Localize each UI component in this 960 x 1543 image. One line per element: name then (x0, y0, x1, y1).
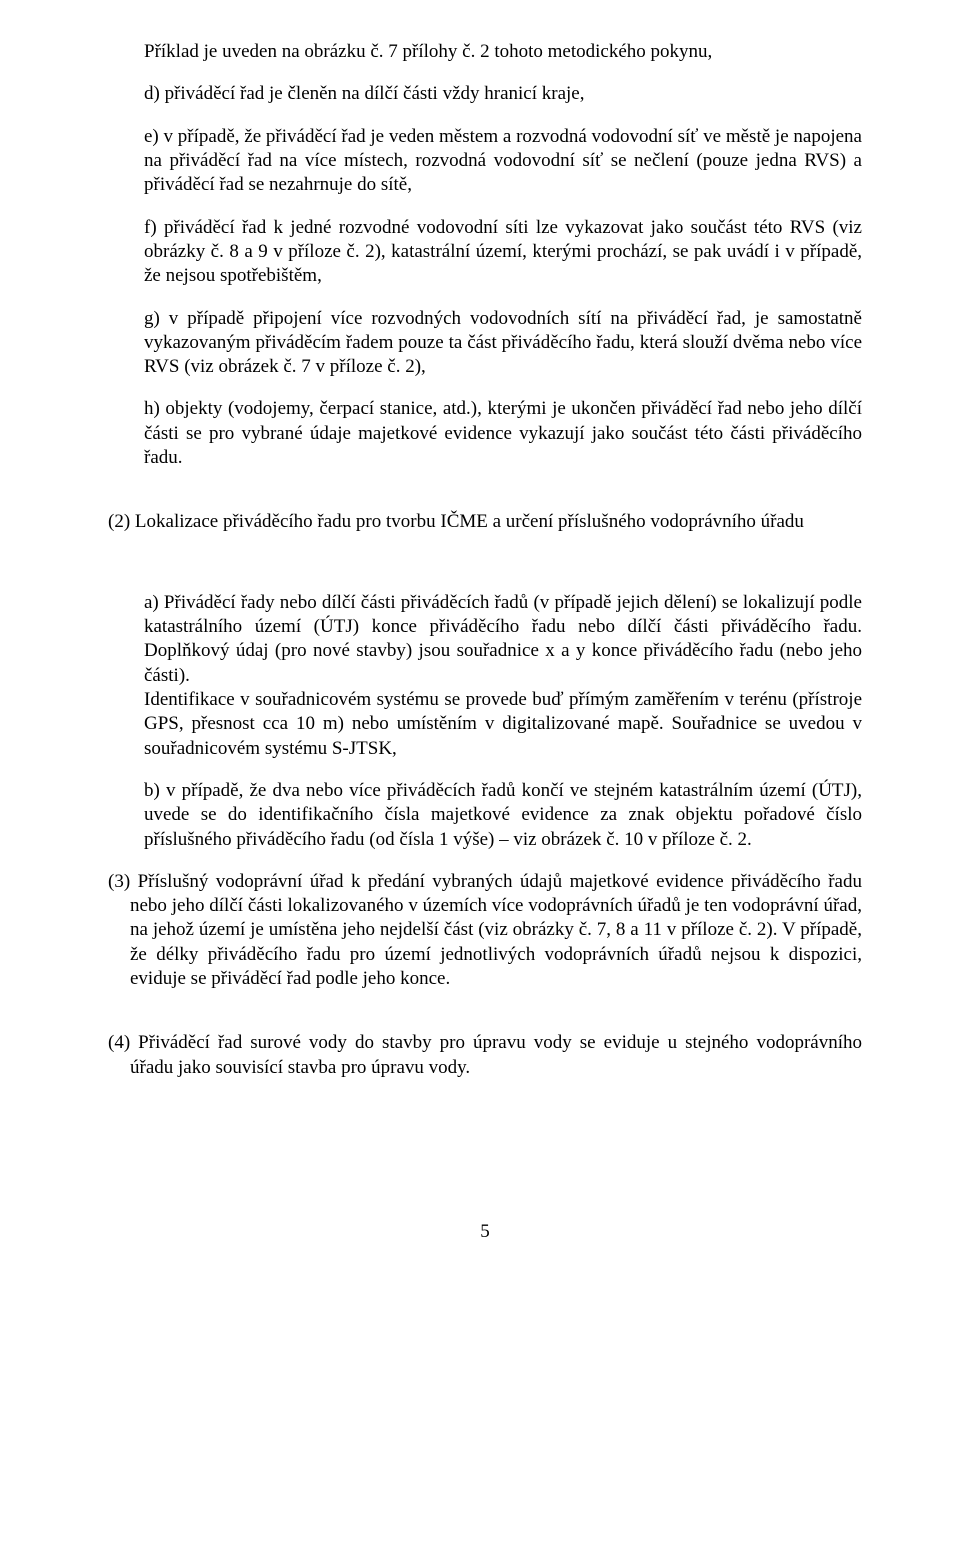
para-4: (4) Přiváděcí řad surové vody do stavby … (108, 1031, 862, 1080)
para-g: g) v případě připojení více rozvodných v… (144, 307, 862, 380)
para-d: d) přiváděcí řad je členěn na dílčí část… (144, 82, 862, 106)
para-f: f) přiváděcí řad k jedné rozvodné vodovo… (144, 216, 862, 289)
para-2a: a) Přiváděcí řady nebo dílčí části přivá… (144, 591, 862, 688)
para-2b: b) v případě, že dva nebo více přiváděcí… (144, 779, 862, 852)
para-3: (3) Příslušný vodoprávní úřad k předání … (108, 870, 862, 992)
page-number: 5 (108, 1220, 862, 1244)
section-2-title: (2) Lokalizace přiváděcího řadu pro tvor… (108, 510, 862, 534)
para-2a-cont: Identifikace v souřadnicovém systému se … (144, 688, 862, 761)
para-e: e) v případě, že přiváděcí řad je veden … (144, 125, 862, 198)
para-intro: Příklad je uveden na obrázku č. 7 příloh… (144, 40, 862, 64)
para-h: h) objekty (vodojemy, čerpací stanice, a… (144, 397, 862, 470)
